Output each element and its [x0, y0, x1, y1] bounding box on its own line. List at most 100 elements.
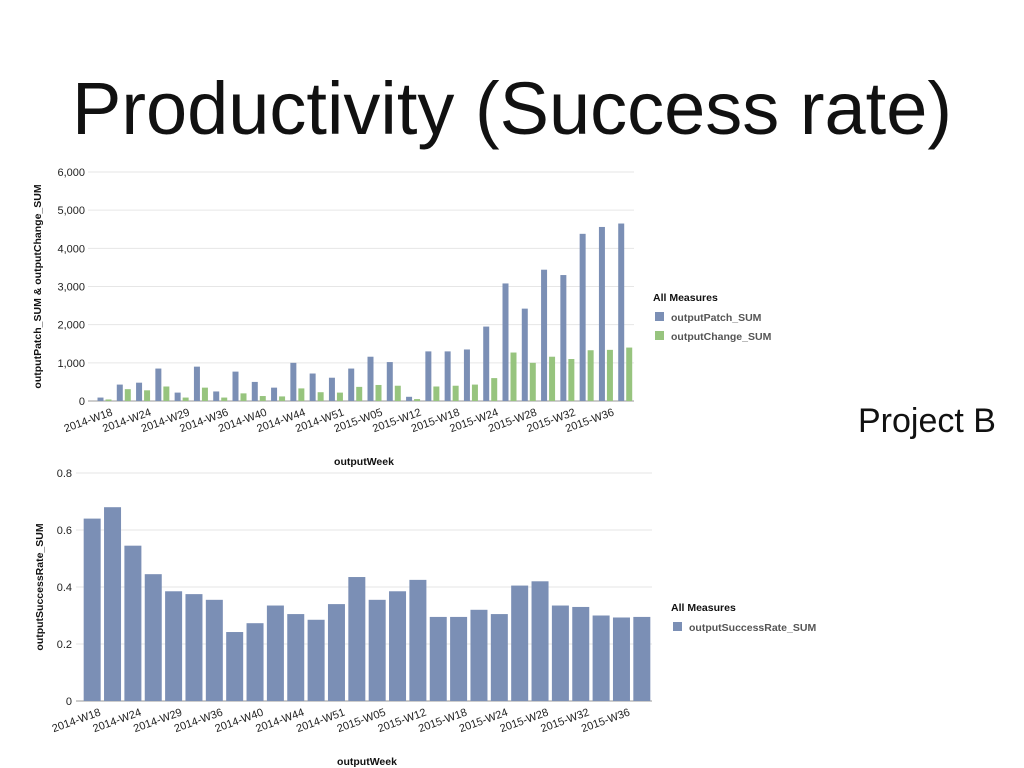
bar-outputChange_SUM [221, 397, 228, 401]
legend-label: outputPatch_SUM [671, 312, 762, 324]
bar-outputPatch_SUM [174, 392, 181, 401]
y-tick-label: 3,000 [57, 282, 85, 294]
bar-outputSuccessRate_SUM [633, 616, 651, 701]
y-tick-label: 0.8 [57, 468, 72, 480]
bar-outputChange_SUM [336, 392, 343, 401]
bar-outputPatch_SUM [232, 371, 239, 401]
bar-outputChange_SUM [606, 349, 613, 401]
bar-outputChange_SUM [317, 392, 324, 401]
legend-title: All Measures [671, 602, 736, 614]
bar-outputPatch_SUM [97, 397, 104, 401]
bar-outputChange_SUM [414, 399, 421, 401]
bar-outputSuccessRate_SUM [185, 594, 203, 701]
bar-outputPatch_SUM [328, 377, 335, 401]
y-tick-label: 6,000 [57, 167, 85, 179]
bar-outputChange_SUM [201, 387, 208, 401]
bar-outputChange_SUM [298, 388, 305, 401]
y-tick-label: 0 [66, 696, 72, 708]
bar-outputSuccessRate_SUM [511, 585, 529, 701]
legend-label: outputChange_SUM [671, 331, 772, 343]
bar-outputChange_SUM [587, 350, 594, 401]
bar-outputChange_SUM [433, 386, 440, 401]
bar-outputChange_SUM [568, 359, 575, 401]
bar-outputSuccessRate_SUM [409, 579, 427, 701]
bar-outputPatch_SUM [425, 351, 432, 401]
bar-outputChange_SUM [529, 362, 536, 401]
bar-outputPatch_SUM [386, 362, 393, 401]
bar-outputSuccessRate_SUM [551, 605, 569, 701]
bar-outputSuccessRate_SUM [205, 599, 223, 701]
bar-outputChange_SUM [549, 356, 556, 401]
bar-outputPatch_SUM [155, 368, 162, 401]
bar-outputPatch_SUM [444, 351, 451, 401]
bar-outputSuccessRate_SUM [266, 605, 284, 701]
bar-outputSuccessRate_SUM [144, 574, 162, 701]
legend-title: All Measures [653, 292, 718, 304]
x-axis-title: outputWeek [337, 756, 397, 768]
bar-outputChange_SUM [144, 390, 151, 401]
x-axis-title: outputWeek [334, 456, 394, 468]
bar-outputSuccessRate_SUM [165, 591, 183, 701]
bar-outputPatch_SUM [406, 396, 413, 401]
bar-outputChange_SUM [394, 385, 401, 401]
bar-outputChange_SUM [491, 378, 498, 401]
bar-outputPatch_SUM [251, 381, 258, 401]
bar-outputSuccessRate_SUM [226, 632, 244, 701]
bar-outputSuccessRate_SUM [531, 581, 549, 701]
bar-outputSuccessRate_SUM [83, 518, 101, 701]
bar-outputSuccessRate_SUM [368, 599, 386, 701]
bar-outputSuccessRate_SUM [490, 614, 508, 701]
bar-outputChange_SUM [510, 352, 517, 401]
bar-outputSuccessRate_SUM [307, 619, 325, 701]
bar-outputChange_SUM [375, 384, 382, 401]
bar-outputPatch_SUM [618, 223, 625, 401]
y-tick-label: 4,000 [57, 243, 85, 255]
y-tick-label: 5,000 [57, 205, 85, 217]
bar-outputSuccessRate_SUM [572, 606, 590, 701]
y-tick-label: 2,000 [57, 320, 85, 332]
bar-outputPatch_SUM [309, 373, 316, 401]
bar-outputPatch_SUM [213, 391, 220, 401]
bar-outputPatch_SUM [483, 326, 490, 401]
bar-outputSuccessRate_SUM [327, 604, 345, 701]
y-tick-label: 0.6 [57, 525, 72, 537]
bar-outputPatch_SUM [541, 269, 548, 401]
bar-outputSuccessRate_SUM [104, 507, 122, 701]
bar-outputPatch_SUM [463, 349, 470, 401]
bar-outputSuccessRate_SUM [389, 591, 407, 701]
bar-outputSuccessRate_SUM [429, 616, 447, 701]
bar-outputPatch_SUM [579, 233, 586, 401]
legend-swatch [673, 622, 682, 631]
slide-title: Productivity (Success rate) [71, 67, 953, 150]
bar-outputChange_SUM [279, 396, 286, 401]
y-tick-label: 0.2 [57, 639, 72, 651]
bar-outputSuccessRate_SUM [287, 614, 305, 701]
bar-outputChange_SUM [163, 386, 170, 401]
bar-outputChange_SUM [105, 399, 112, 401]
y-axis-title: outputSuccessRate_SUM [34, 523, 46, 650]
y-axis-title: outputPatch_SUM & outputChange_SUM [32, 184, 44, 388]
bar-outputSuccessRate_SUM [592, 615, 610, 701]
bar-outputPatch_SUM [367, 356, 374, 401]
y-tick-label: 1,000 [57, 358, 85, 370]
bar-outputPatch_SUM [598, 226, 605, 401]
legend-swatch [655, 331, 664, 340]
bar-outputChange_SUM [259, 396, 266, 401]
bar-outputPatch_SUM [502, 283, 509, 401]
bar-outputPatch_SUM [290, 362, 297, 401]
bar-outputSuccessRate_SUM [612, 617, 630, 701]
bar-outputChange_SUM [124, 389, 131, 401]
bar-outputPatch_SUM [271, 387, 278, 401]
bar-outputPatch_SUM [348, 368, 355, 401]
bar-outputChange_SUM [240, 393, 247, 401]
bar-outputSuccessRate_SUM [450, 616, 468, 701]
bar-outputPatch_SUM [193, 366, 200, 401]
legend-swatch [655, 312, 664, 321]
bar-outputChange_SUM [626, 347, 633, 401]
y-tick-label: 0 [79, 396, 85, 408]
bar-outputPatch_SUM [136, 382, 143, 401]
bar-outputChange_SUM [356, 386, 363, 401]
bar-outputChange_SUM [452, 385, 459, 401]
